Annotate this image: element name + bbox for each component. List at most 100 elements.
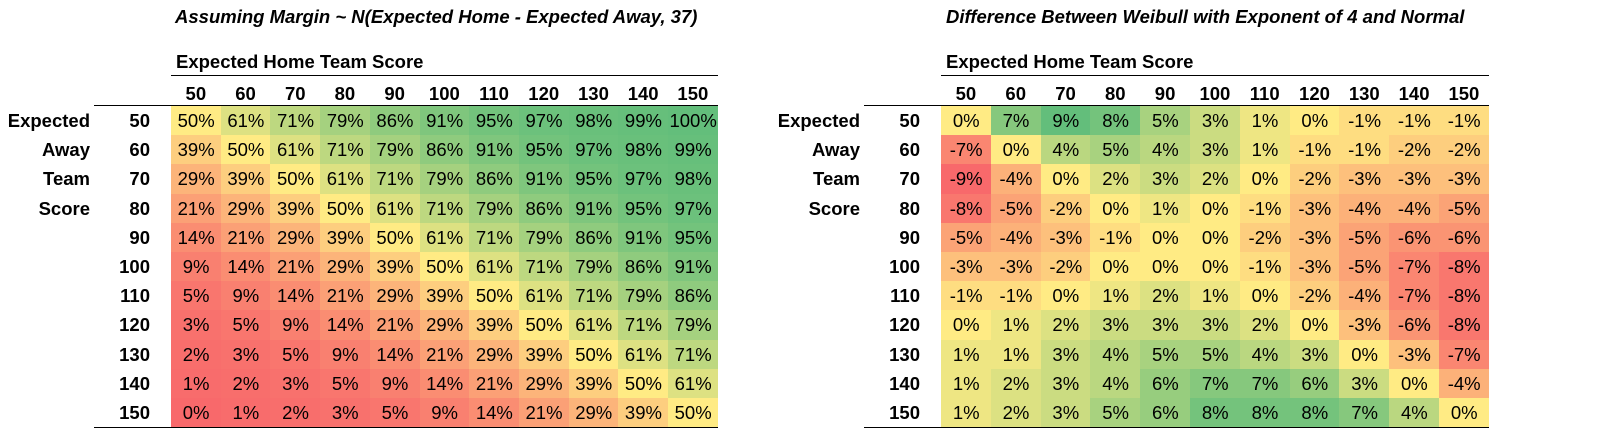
y-axis-label: Expected — [777, 110, 860, 131]
heatmap-cell: 3% — [1040, 368, 1091, 399]
heatmap-cell: 61% — [518, 281, 570, 311]
heatmap-cell: 0% — [1040, 164, 1091, 194]
row-header: 150 — [889, 402, 920, 423]
heatmap-cell: -4% — [990, 222, 1042, 253]
heatmap-cell: 50% — [668, 398, 719, 428]
heatmap-cell: 6% — [1289, 368, 1340, 399]
column-header: 140 — [627, 83, 659, 104]
y-axis-label: Score — [808, 197, 860, 219]
heatmap-cell: 2% — [270, 398, 321, 428]
heatmap-cell: -2% — [1439, 135, 1490, 165]
heatmap-cell: -7% — [941, 135, 992, 165]
heatmap-cell: 71% — [668, 339, 719, 370]
heatmap-cell: -2% — [1040, 193, 1091, 224]
heatmap-cell: -1% — [1439, 106, 1490, 136]
heatmap-cell: 3% — [320, 398, 371, 428]
heatmap-cell: 29% — [568, 398, 619, 428]
heatmap-cell: 79% — [320, 106, 371, 136]
column-header: 70 — [284, 83, 306, 104]
heatmap-cell: 39% — [618, 398, 669, 428]
heatmap-cell: 9% — [1040, 106, 1091, 136]
heatmap-cell: 14% — [419, 368, 470, 399]
row-header: 100 — [119, 256, 150, 277]
y-axis-label: Expected — [7, 110, 90, 131]
heatmap-cell: 3% — [1040, 398, 1091, 428]
row-header: 50 — [129, 110, 150, 131]
header-rule — [171, 75, 718, 76]
heatmap-cell: 5% — [1090, 398, 1141, 428]
heatmap-cell: 29% — [419, 310, 470, 340]
heatmap-cell: 5% — [1190, 339, 1241, 370]
heatmap-cell: 86% — [668, 281, 719, 311]
chart-title: Difference Between Weibull with Exponent… — [946, 6, 1465, 27]
heatmap-cell: 29% — [518, 368, 570, 399]
heatmap-cell: 0% — [941, 106, 992, 136]
heatmap-cell: -1% — [1389, 106, 1440, 136]
heatmap-cell: 71% — [270, 106, 321, 136]
heatmap-cell: 4% — [1090, 368, 1141, 399]
heatmap-cell: -1% — [1239, 193, 1291, 224]
heatmap-cell: 50% — [568, 339, 619, 370]
heatmap-cell: 9% — [220, 281, 271, 311]
heatmap-cell: 7% — [1190, 368, 1241, 399]
heatmap-cell: 61% — [618, 339, 669, 370]
heatmap-cell: -8% — [1439, 252, 1490, 282]
heatmap-cell: 50% — [270, 164, 321, 194]
heatmap-cell: 3% — [270, 368, 321, 399]
row-header: 90 — [129, 226, 150, 248]
heatmap-cell: 79% — [668, 310, 719, 340]
row-header: 110 — [890, 285, 920, 307]
heatmap-cell: 14% — [220, 252, 271, 282]
heatmap-cell: -1% — [990, 281, 1042, 311]
heatmap-cell: 1% — [941, 368, 992, 399]
heatmap-cell: 71% — [568, 281, 619, 311]
heatmap-cell: 50% — [419, 252, 470, 282]
heatmap-cell: 5% — [171, 281, 222, 311]
header-rule — [941, 75, 1489, 76]
heatmap-cell: 98% — [568, 106, 619, 136]
heatmap-cell: 21% — [270, 252, 321, 282]
heatmap-cell: 86% — [618, 252, 669, 282]
row-header: 70 — [899, 168, 920, 190]
row-header: 100 — [889, 256, 920, 277]
heatmap-cell: 71% — [369, 164, 421, 194]
column-header: 50 — [955, 83, 977, 104]
heatmap-cell: 71% — [419, 193, 470, 224]
heatmap-cell: 2% — [220, 368, 271, 399]
heatmap-cell: -5% — [1339, 222, 1390, 253]
column-header: 60 — [235, 83, 256, 104]
heatmap-cell: 6% — [1140, 368, 1191, 399]
heatmap-cell: -5% — [1339, 252, 1390, 282]
heatmap-cell: 0% — [1239, 281, 1291, 311]
heatmap-cell: 8% — [1090, 106, 1141, 136]
column-header: 150 — [1448, 83, 1480, 104]
heatmap-cell: -8% — [941, 193, 992, 224]
heatmap-cell: 8% — [1239, 398, 1291, 428]
heatmap-cell: 1% — [990, 310, 1042, 340]
heatmap-cell: -2% — [1239, 222, 1291, 253]
heatmap-cell: -8% — [1439, 281, 1490, 311]
column-header: 110 — [479, 83, 509, 104]
heatmap-cell: 3% — [1140, 310, 1191, 340]
heatmap-cell: 5% — [320, 368, 371, 399]
heatmap-cell: 79% — [469, 193, 520, 224]
heatmap-cell: 14% — [369, 339, 421, 370]
heatmap-cell: 61% — [220, 106, 271, 136]
column-header: 70 — [1055, 83, 1076, 104]
heatmap-cell: 39% — [419, 281, 470, 311]
heatmap-cell: 86% — [419, 135, 470, 165]
heatmap-cell: -1% — [1339, 106, 1390, 136]
heatmap-cell: 0% — [1190, 193, 1241, 224]
heatmap-cell: 1% — [1239, 135, 1291, 165]
heatmap-cell: 99% — [618, 106, 669, 136]
heatmap-cell: -3% — [1389, 339, 1440, 370]
heatmap-cell: 2% — [1239, 310, 1291, 340]
x-axis-label: Expected Home Team Score — [946, 51, 1194, 72]
heatmap-cell: 71% — [469, 222, 520, 253]
column-header: 120 — [528, 83, 560, 104]
heatmap-cell: 0% — [1090, 252, 1141, 282]
heatmap-cell: -5% — [990, 193, 1042, 224]
heatmap-cell: 0% — [1140, 222, 1191, 253]
heatmap-cell: -5% — [941, 222, 992, 253]
heatmap-cell: 0% — [171, 398, 222, 428]
